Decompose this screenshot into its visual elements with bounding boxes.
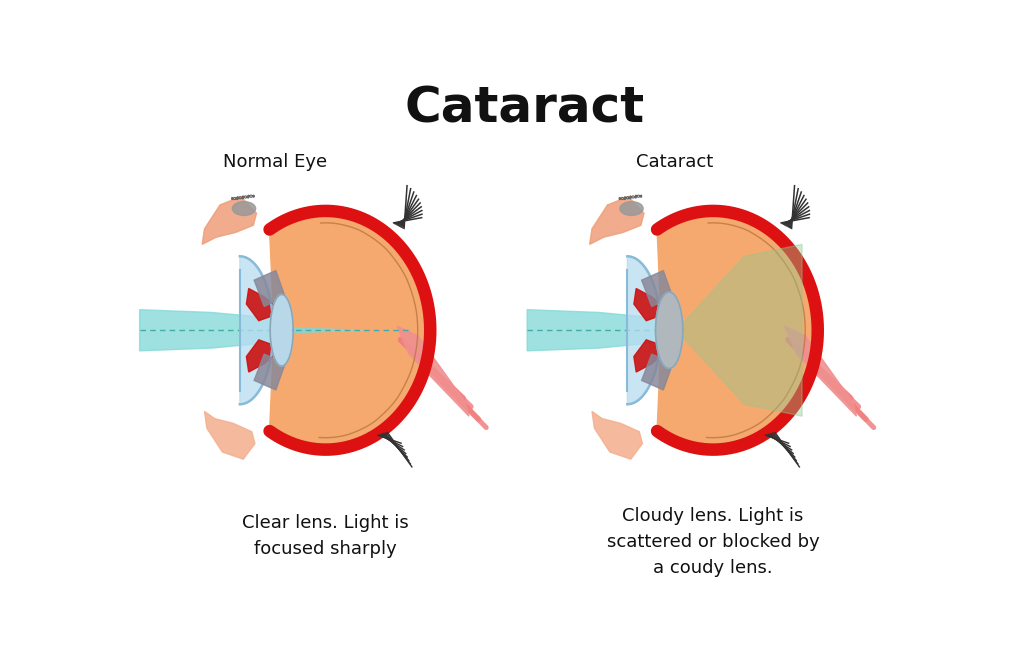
Polygon shape xyxy=(270,294,293,366)
Polygon shape xyxy=(628,256,660,404)
Text: Cloudy lens. Light is
scattered or blocked by
a coudy lens.: Cloudy lens. Light is scattered or block… xyxy=(607,508,819,577)
Polygon shape xyxy=(139,310,362,351)
Polygon shape xyxy=(254,354,285,390)
Polygon shape xyxy=(590,197,644,245)
Text: Normal Eye: Normal Eye xyxy=(223,154,328,171)
Polygon shape xyxy=(642,354,673,390)
Polygon shape xyxy=(590,197,644,245)
Polygon shape xyxy=(202,197,256,245)
Text: Clear lens. Light is
focused sharply: Clear lens. Light is focused sharply xyxy=(243,514,409,558)
Polygon shape xyxy=(634,340,664,372)
Ellipse shape xyxy=(620,201,643,215)
Polygon shape xyxy=(240,256,273,404)
Polygon shape xyxy=(527,310,683,351)
Polygon shape xyxy=(642,271,673,307)
Ellipse shape xyxy=(232,201,256,215)
Polygon shape xyxy=(784,326,856,416)
Polygon shape xyxy=(269,211,430,449)
Polygon shape xyxy=(397,326,469,416)
Text: Cataract: Cataract xyxy=(404,84,645,133)
Polygon shape xyxy=(655,292,683,368)
Polygon shape xyxy=(205,411,255,459)
Polygon shape xyxy=(202,197,256,245)
Text: Cataract: Cataract xyxy=(636,154,713,171)
Polygon shape xyxy=(592,411,642,459)
Polygon shape xyxy=(247,340,275,372)
Polygon shape xyxy=(683,245,802,416)
Polygon shape xyxy=(634,288,664,320)
Polygon shape xyxy=(254,271,285,307)
Polygon shape xyxy=(247,288,275,320)
Polygon shape xyxy=(657,211,818,449)
